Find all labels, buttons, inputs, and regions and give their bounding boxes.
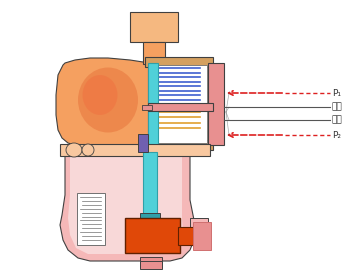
Bar (145, 57, 213, 67)
Bar (148, 63, 158, 148)
Text: P₂: P₂ (332, 131, 341, 140)
Ellipse shape (82, 144, 94, 156)
Text: 活塞: 活塞 (332, 102, 343, 111)
Bar (143, 42, 165, 64)
Bar (142, 105, 152, 110)
Polygon shape (56, 58, 150, 147)
Bar (60, 144, 210, 156)
Bar (77, 193, 105, 245)
Bar (140, 213, 160, 221)
Ellipse shape (82, 75, 118, 115)
Polygon shape (68, 155, 183, 254)
Bar (152, 65, 207, 143)
Bar (193, 222, 211, 250)
Bar (178, 227, 196, 245)
Bar (138, 134, 148, 152)
Polygon shape (60, 148, 195, 261)
Bar (208, 63, 224, 145)
Bar (148, 103, 213, 111)
Text: 气缸: 气缸 (332, 115, 343, 124)
Ellipse shape (78, 67, 138, 133)
Bar (190, 218, 208, 236)
Bar (143, 152, 157, 217)
Ellipse shape (66, 143, 82, 157)
Bar (140, 257, 162, 267)
Bar (125, 218, 180, 253)
Bar (148, 60, 208, 148)
Bar (130, 12, 178, 42)
Text: P₁: P₁ (332, 89, 341, 98)
Bar (145, 140, 213, 150)
Bar (140, 261, 162, 269)
